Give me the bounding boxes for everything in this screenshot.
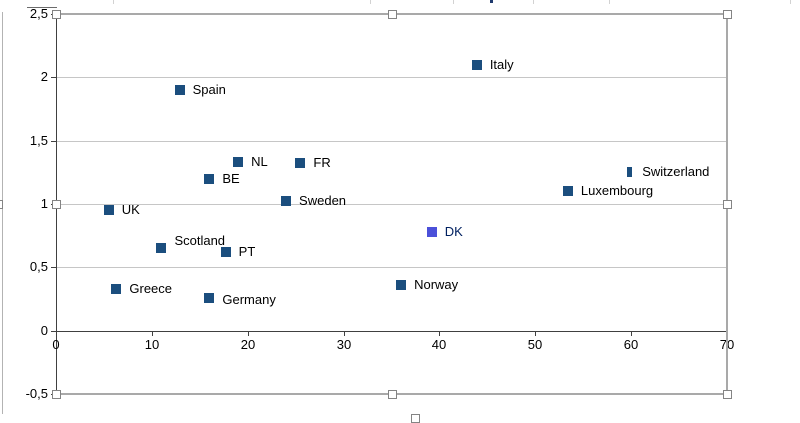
- outer-selection-handle-bottom-partial[interactable]: [411, 414, 420, 423]
- data-point-italy[interactable]: [471, 59, 482, 70]
- x-axis-tick-label[interactable]: 40: [431, 337, 447, 352]
- cell-border-fragment-top-1: [370, 0, 371, 4]
- data-point-label-greece[interactable]: Greece: [129, 280, 173, 296]
- cropped-content-fragment-top: [490, 0, 493, 3]
- y-axis-tick: [51, 267, 56, 268]
- y-axis-tick: [51, 141, 56, 142]
- data-point-sweden[interactable]: [281, 196, 292, 207]
- x-axis-tick: [152, 331, 153, 336]
- data-point-dk[interactable]: [426, 226, 437, 237]
- data-point-label-dk[interactable]: DK: [444, 223, 463, 239]
- data-point-label-italy[interactable]: Italy: [489, 56, 514, 72]
- data-point-switzerland[interactable]: [626, 167, 632, 178]
- x-axis-tick: [535, 331, 536, 336]
- data-point-label-scotland[interactable]: Scotland: [174, 233, 226, 249]
- y-axis-tick: [51, 77, 56, 78]
- x-axis-tick: [631, 331, 632, 336]
- outer-selection-handle-left-partial[interactable]: [0, 200, 3, 209]
- data-point-label-fr[interactable]: FR: [313, 155, 331, 171]
- cell-border-fragment-top-0: [113, 0, 114, 4]
- y-axis-tick-label[interactable]: 1: [40, 196, 48, 211]
- x-axis-tick-label[interactable]: 60: [623, 337, 639, 352]
- data-point-fr[interactable]: [295, 158, 306, 169]
- y-gridline: [56, 267, 727, 268]
- y-axis-tick-label[interactable]: 0: [40, 323, 48, 338]
- x-axis-tick: [248, 331, 249, 336]
- data-point-uk[interactable]: [103, 205, 114, 216]
- cell-border-fragment-top-3: [533, 0, 534, 4]
- selection-handle-mid-right[interactable]: [723, 200, 732, 209]
- data-point-scotland[interactable]: [156, 243, 167, 254]
- y-gridline: [56, 204, 727, 205]
- y-axis-tick: [51, 331, 56, 332]
- selection-handle-top-left[interactable]: [52, 10, 61, 19]
- cell-border-fragment-top-4: [609, 0, 610, 4]
- y-axis-tick-label[interactable]: 1,5: [29, 133, 48, 148]
- data-point-label-switzerland[interactable]: Switzerland: [642, 164, 710, 180]
- data-point-germany[interactable]: [204, 292, 215, 303]
- data-point-label-luxembourg[interactable]: Luxembourg: [580, 183, 654, 199]
- cell-border-fragment-top-2: [453, 0, 454, 4]
- data-point-greece[interactable]: [111, 283, 122, 294]
- data-point-luxembourg[interactable]: [562, 186, 573, 197]
- outer-selection-left-line: [2, 12, 3, 414]
- y-gridline: [56, 141, 727, 142]
- data-point-pt[interactable]: [220, 247, 231, 258]
- data-point-spain[interactable]: [174, 85, 185, 95]
- cell-border-fragment-above-ylabel: [27, 7, 57, 8]
- selection-handle-bottom-right[interactable]: [723, 390, 732, 399]
- x-axis-tick: [344, 331, 345, 336]
- x-axis-tick-label[interactable]: 30: [336, 337, 352, 352]
- selection-handle-top-mid[interactable]: [388, 10, 397, 19]
- y-gridline: [56, 77, 727, 78]
- selection-handle-mid-left[interactable]: [52, 200, 61, 209]
- data-point-label-germany[interactable]: Germany: [222, 291, 276, 307]
- data-point-label-uk[interactable]: UK: [121, 202, 140, 218]
- x-axis-tick-label[interactable]: 10: [144, 337, 160, 352]
- x-axis-tick: [439, 331, 440, 336]
- data-point-label-spain[interactable]: Spain: [192, 82, 226, 97]
- selection-handle-bottom-mid[interactable]: [388, 390, 397, 399]
- x-axis-tick: [56, 331, 57, 336]
- selection-handle-top-right[interactable]: [723, 10, 732, 19]
- data-point-be[interactable]: [204, 173, 215, 184]
- x-axis-tick-label[interactable]: 20: [240, 337, 256, 352]
- y-axis-tick-label[interactable]: 2: [40, 69, 48, 84]
- data-point-nl[interactable]: [233, 157, 244, 168]
- data-point-label-be[interactable]: BE: [222, 170, 240, 186]
- y-axis-tick-label[interactable]: 0,5: [29, 259, 48, 274]
- x-axis-tick-label[interactable]: 0: [52, 337, 60, 352]
- data-point-label-nl[interactable]: NL: [251, 154, 268, 170]
- y-axis-tick-label[interactable]: 2,5: [29, 6, 48, 21]
- data-point-label-pt[interactable]: PT: [238, 244, 256, 260]
- x-axis-line[interactable]: [56, 331, 727, 332]
- selection-handle-bottom-left[interactable]: [52, 390, 61, 399]
- data-point-label-sweden[interactable]: Sweden: [299, 193, 347, 209]
- y-axis-tick-label[interactable]: -0,5: [25, 386, 48, 401]
- x-axis-tick-label[interactable]: 50: [527, 337, 543, 352]
- data-point-label-norway[interactable]: Norway: [414, 277, 459, 293]
- cell-border-fragment-top-5: [790, 0, 791, 4]
- data-point-norway[interactable]: [396, 280, 407, 291]
